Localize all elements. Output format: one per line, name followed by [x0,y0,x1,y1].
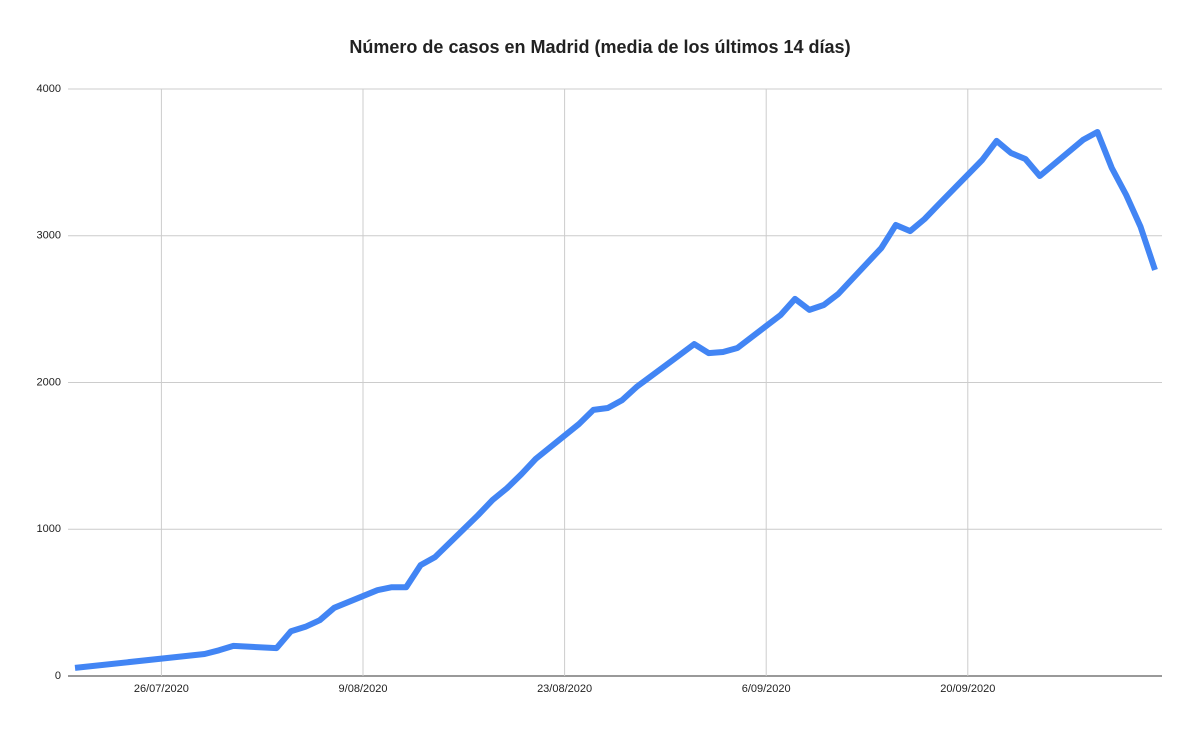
x-tick-label: 23/08/2020 [537,683,592,695]
chart-title: Número de casos en Madrid (media de los … [349,37,850,57]
x-tick-label: 9/08/2020 [339,683,388,695]
x-tick-label: 6/09/2020 [742,683,791,695]
y-tick-label: 2000 [37,376,61,388]
y-tick-label: 0 [55,670,61,682]
x-tick-label: 20/09/2020 [940,683,995,695]
y-tick-label: 4000 [37,83,61,95]
data-line [74,129,1158,671]
y-tick-label: 3000 [37,230,61,242]
y-tick-label: 1000 [37,523,61,535]
x-tick-label: 26/07/2020 [134,683,189,695]
